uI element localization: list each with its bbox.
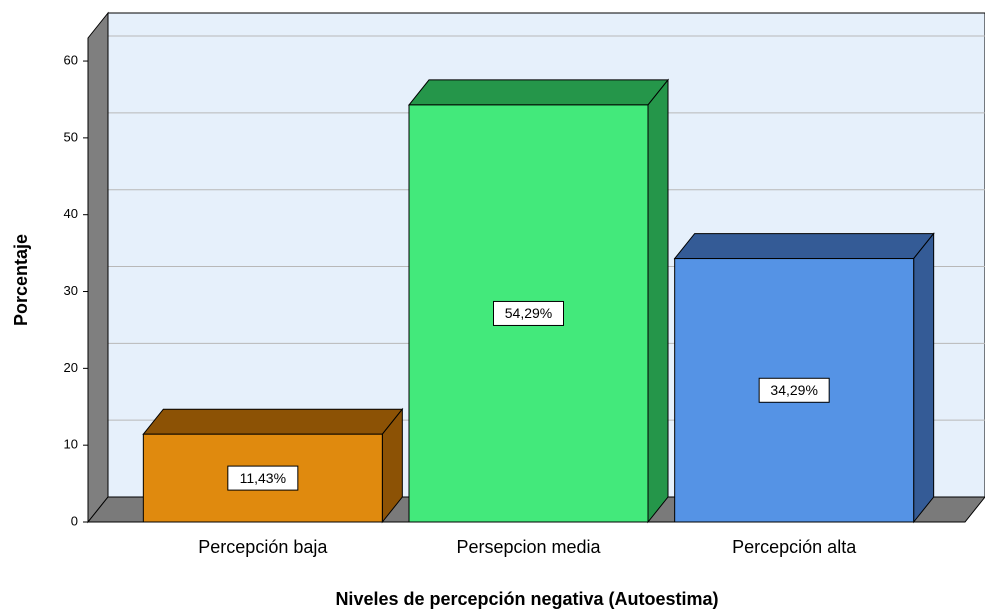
left-wall	[87, 11, 109, 524]
bar-side	[913, 232, 935, 524]
y-tick-label: 50	[64, 129, 78, 144]
x-tick-label: Persepcion media	[456, 537, 601, 557]
y-tick-label: 0	[71, 513, 78, 528]
bar-top	[142, 408, 404, 435]
x-tick-label: Percepción baja	[198, 537, 328, 557]
bar-side	[647, 78, 669, 524]
value-label-box	[227, 465, 299, 491]
x-axis-title: Niveles de percepción negativa (Autoesti…	[335, 589, 718, 609]
y-tick-label: 40	[64, 206, 78, 221]
value-label: 11,43%	[240, 470, 286, 486]
value-label-box	[493, 300, 564, 326]
value-label-box	[758, 377, 830, 403]
value-label: 54,29%	[505, 305, 552, 321]
value-label: 34,29%	[770, 382, 817, 398]
y-tick-label: 30	[64, 283, 78, 298]
bar-top	[673, 233, 935, 260]
y-tick-label: 20	[64, 360, 78, 375]
bar-top	[407, 79, 670, 106]
y-tick-label: 10	[64, 437, 78, 452]
y-axis-title: Porcentaje	[11, 234, 31, 326]
x-tick-label: Percepción alta	[732, 537, 857, 557]
y-tick-label: 60	[64, 52, 78, 67]
